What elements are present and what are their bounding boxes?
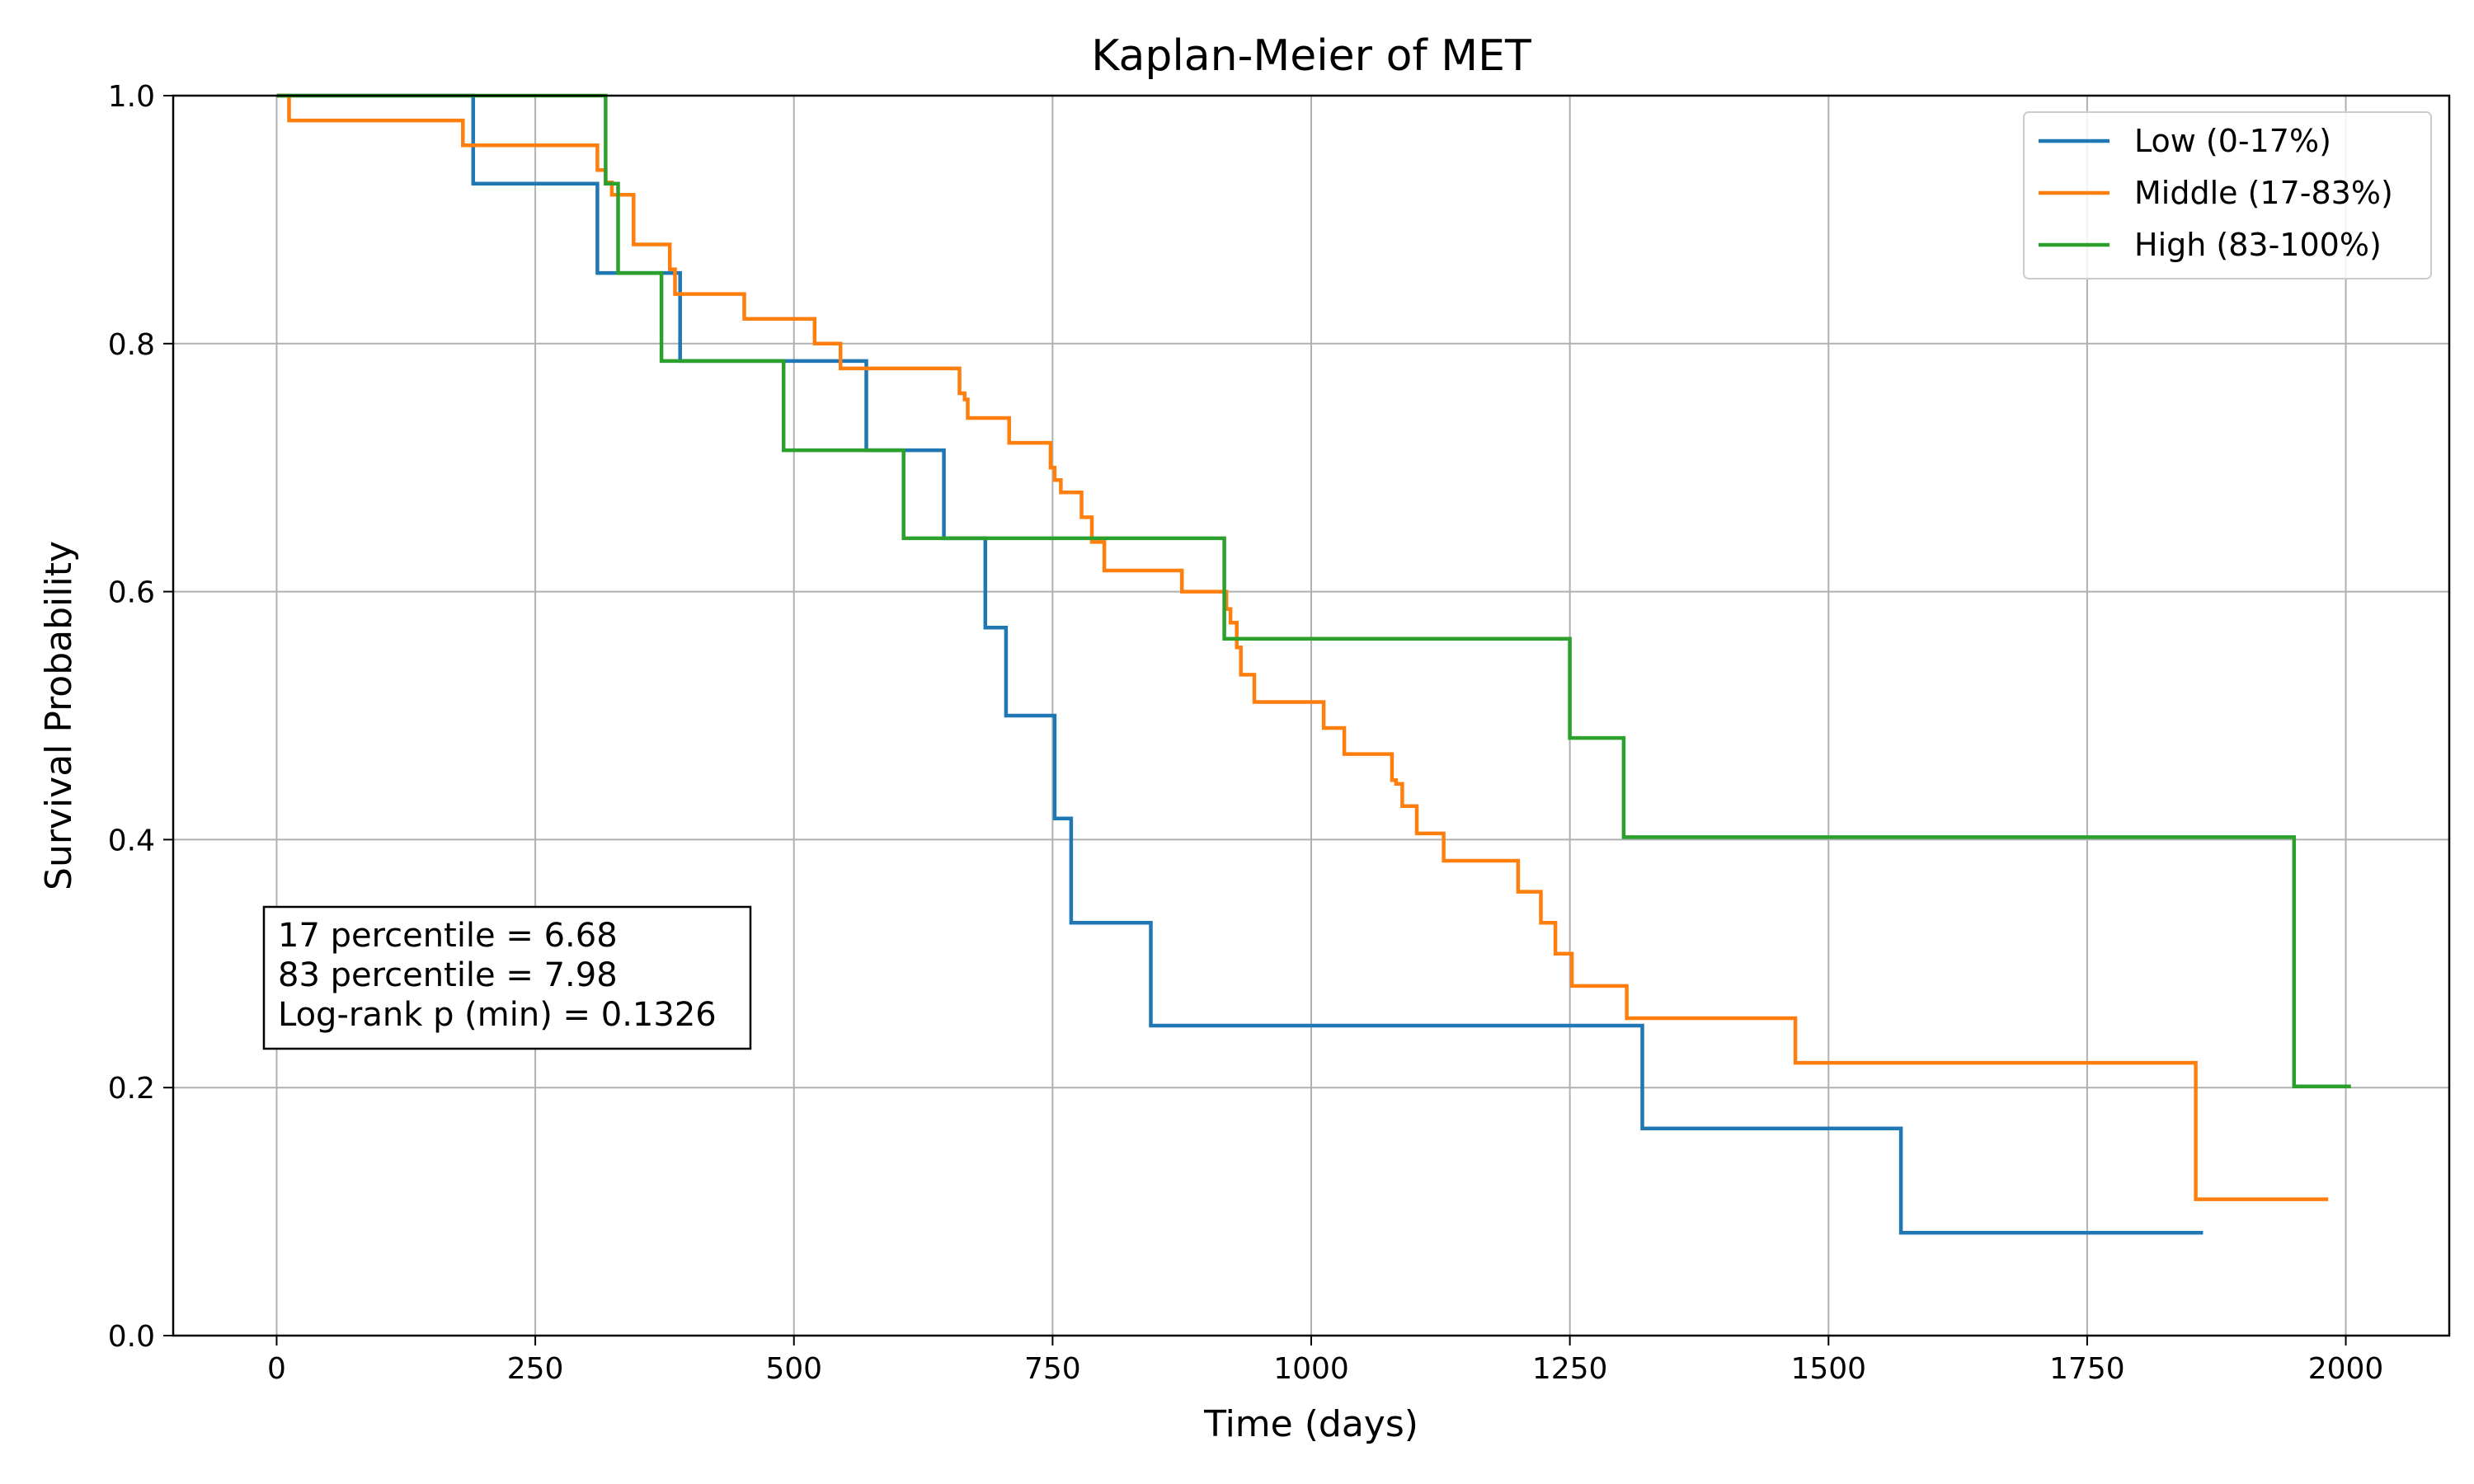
annotation-line-1: 17 percentile = 6.68 — [278, 917, 618, 955]
x-tick-label: 250 — [507, 1352, 564, 1386]
km-curve-middle — [276, 93, 2329, 1201]
stats-annotation: 17 percentile = 6.68 83 percentile = 7.9… — [262, 905, 752, 1050]
y-axis-label: Survival Probability — [38, 541, 80, 890]
series-layer — [276, 93, 2351, 1235]
y-tick-label: 1.0 — [108, 80, 155, 114]
chart-title: Kaplan-Meier of MET — [1091, 31, 1531, 81]
legend-box — [2023, 111, 2432, 279]
x-tick-label: 1500 — [1790, 1352, 1866, 1386]
x-tick-label: 500 — [765, 1352, 822, 1386]
km-curve-low — [276, 93, 2204, 1235]
x-tick-label: 1000 — [1273, 1352, 1349, 1386]
legend-label-middle: Middle (17-83%) — [2134, 175, 2393, 211]
x-tick-label: 0 — [267, 1352, 286, 1386]
annotation-line-2: 83 percentile = 7.98 — [278, 956, 618, 994]
y-tick-label: 0.8 — [108, 328, 155, 362]
x-axis: 0 250 500 750 1000 1250 1500 1750 2000 — [267, 1336, 2383, 1386]
km-curve-high — [276, 93, 2351, 1088]
y-tick-label: 0.6 — [108, 576, 155, 610]
y-tick-label: 0.4 — [108, 824, 155, 857]
y-tick-label: 0.0 — [108, 1320, 155, 1354]
x-tick-label: 1250 — [1532, 1352, 1608, 1386]
legend: Low (0-17%) Middle (17-83%) High (83-100… — [2023, 111, 2432, 279]
stats-annotation-box — [262, 905, 752, 1050]
legend-label-high: High (83-100%) — [2134, 227, 2382, 263]
y-axis: 0.0 0.2 0.4 0.6 0.8 1.0 — [108, 80, 173, 1354]
annotation-line-3: Log-rank p (min) = 0.1326 — [278, 996, 717, 1034]
x-tick-label: 750 — [1024, 1352, 1081, 1386]
x-tick-label: 2000 — [2308, 1352, 2384, 1386]
legend-label-low: Low (0-17%) — [2134, 123, 2331, 159]
x-tick-label: 1750 — [2049, 1352, 2125, 1386]
y-tick-label: 0.2 — [108, 1072, 155, 1106]
x-axis-label: Time (days) — [1203, 1403, 1418, 1445]
